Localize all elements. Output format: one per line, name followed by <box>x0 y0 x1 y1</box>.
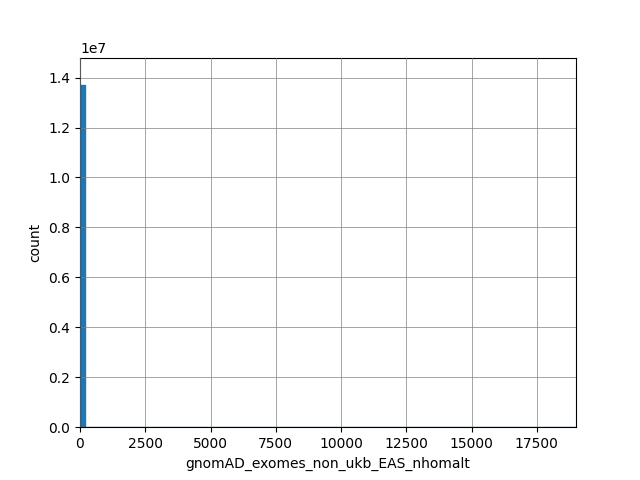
Y-axis label: count: count <box>29 223 43 262</box>
X-axis label: gnomAD_exomes_non_ukb_EAS_nhomalt: gnomAD_exomes_non_ukb_EAS_nhomalt <box>186 456 470 470</box>
Bar <box>80 85 85 427</box>
